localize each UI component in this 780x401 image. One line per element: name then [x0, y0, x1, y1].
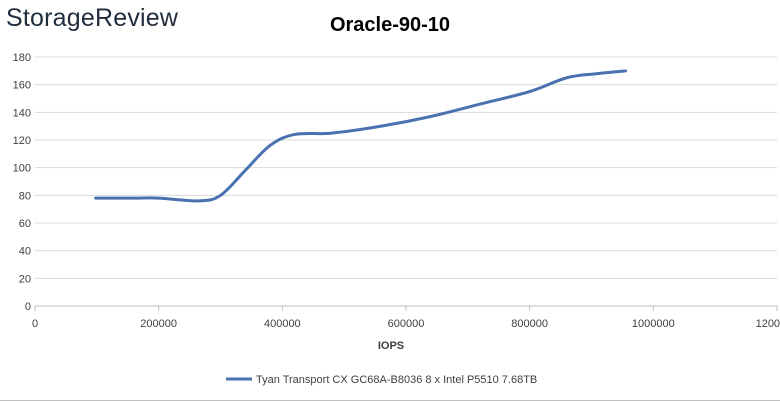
x-axis-title: IOPS: [378, 340, 404, 352]
chart-title: Oracle-90-10: [329, 14, 451, 36]
y-tick-label: 20: [19, 273, 31, 285]
gridlines: [35, 56, 777, 307]
x-tick-label: 1200000: [756, 318, 780, 330]
x-tick-label: 0: [32, 318, 38, 330]
legend-label: Tyan Transport CX GC68A-B8036 8 x Intel …: [256, 374, 537, 386]
y-tick-label: 180: [13, 52, 31, 64]
y-tick-label: 160: [13, 80, 31, 92]
series-layer: [94, 69, 628, 203]
x-tick-label: 200000: [140, 318, 177, 330]
y-tick-label: 120: [13, 135, 31, 147]
storagereview-logo: StorageReview: [6, 4, 179, 32]
axes: 0 20 40 60 80 100 120 140 160 180 0 200000 400000 600…: [13, 52, 780, 330]
y-tick-label: 0: [25, 301, 31, 313]
y-tick-label: 80: [19, 190, 31, 202]
series-line: [94, 69, 628, 203]
y-tick-label: 140: [13, 107, 31, 119]
y-tick-label: 60: [19, 218, 31, 230]
x-tick-label: 400000: [264, 318, 301, 330]
x-tick-label: 1000000: [632, 318, 675, 330]
y-tick-label: 100: [13, 163, 31, 175]
x-tick-label: 600000: [388, 318, 425, 330]
x-tick-label: 800000: [511, 318, 548, 330]
y-tick-label: 40: [19, 246, 31, 258]
legend: Tyan Transport CX GC68A-B8036 8 x Intel …: [226, 374, 537, 386]
